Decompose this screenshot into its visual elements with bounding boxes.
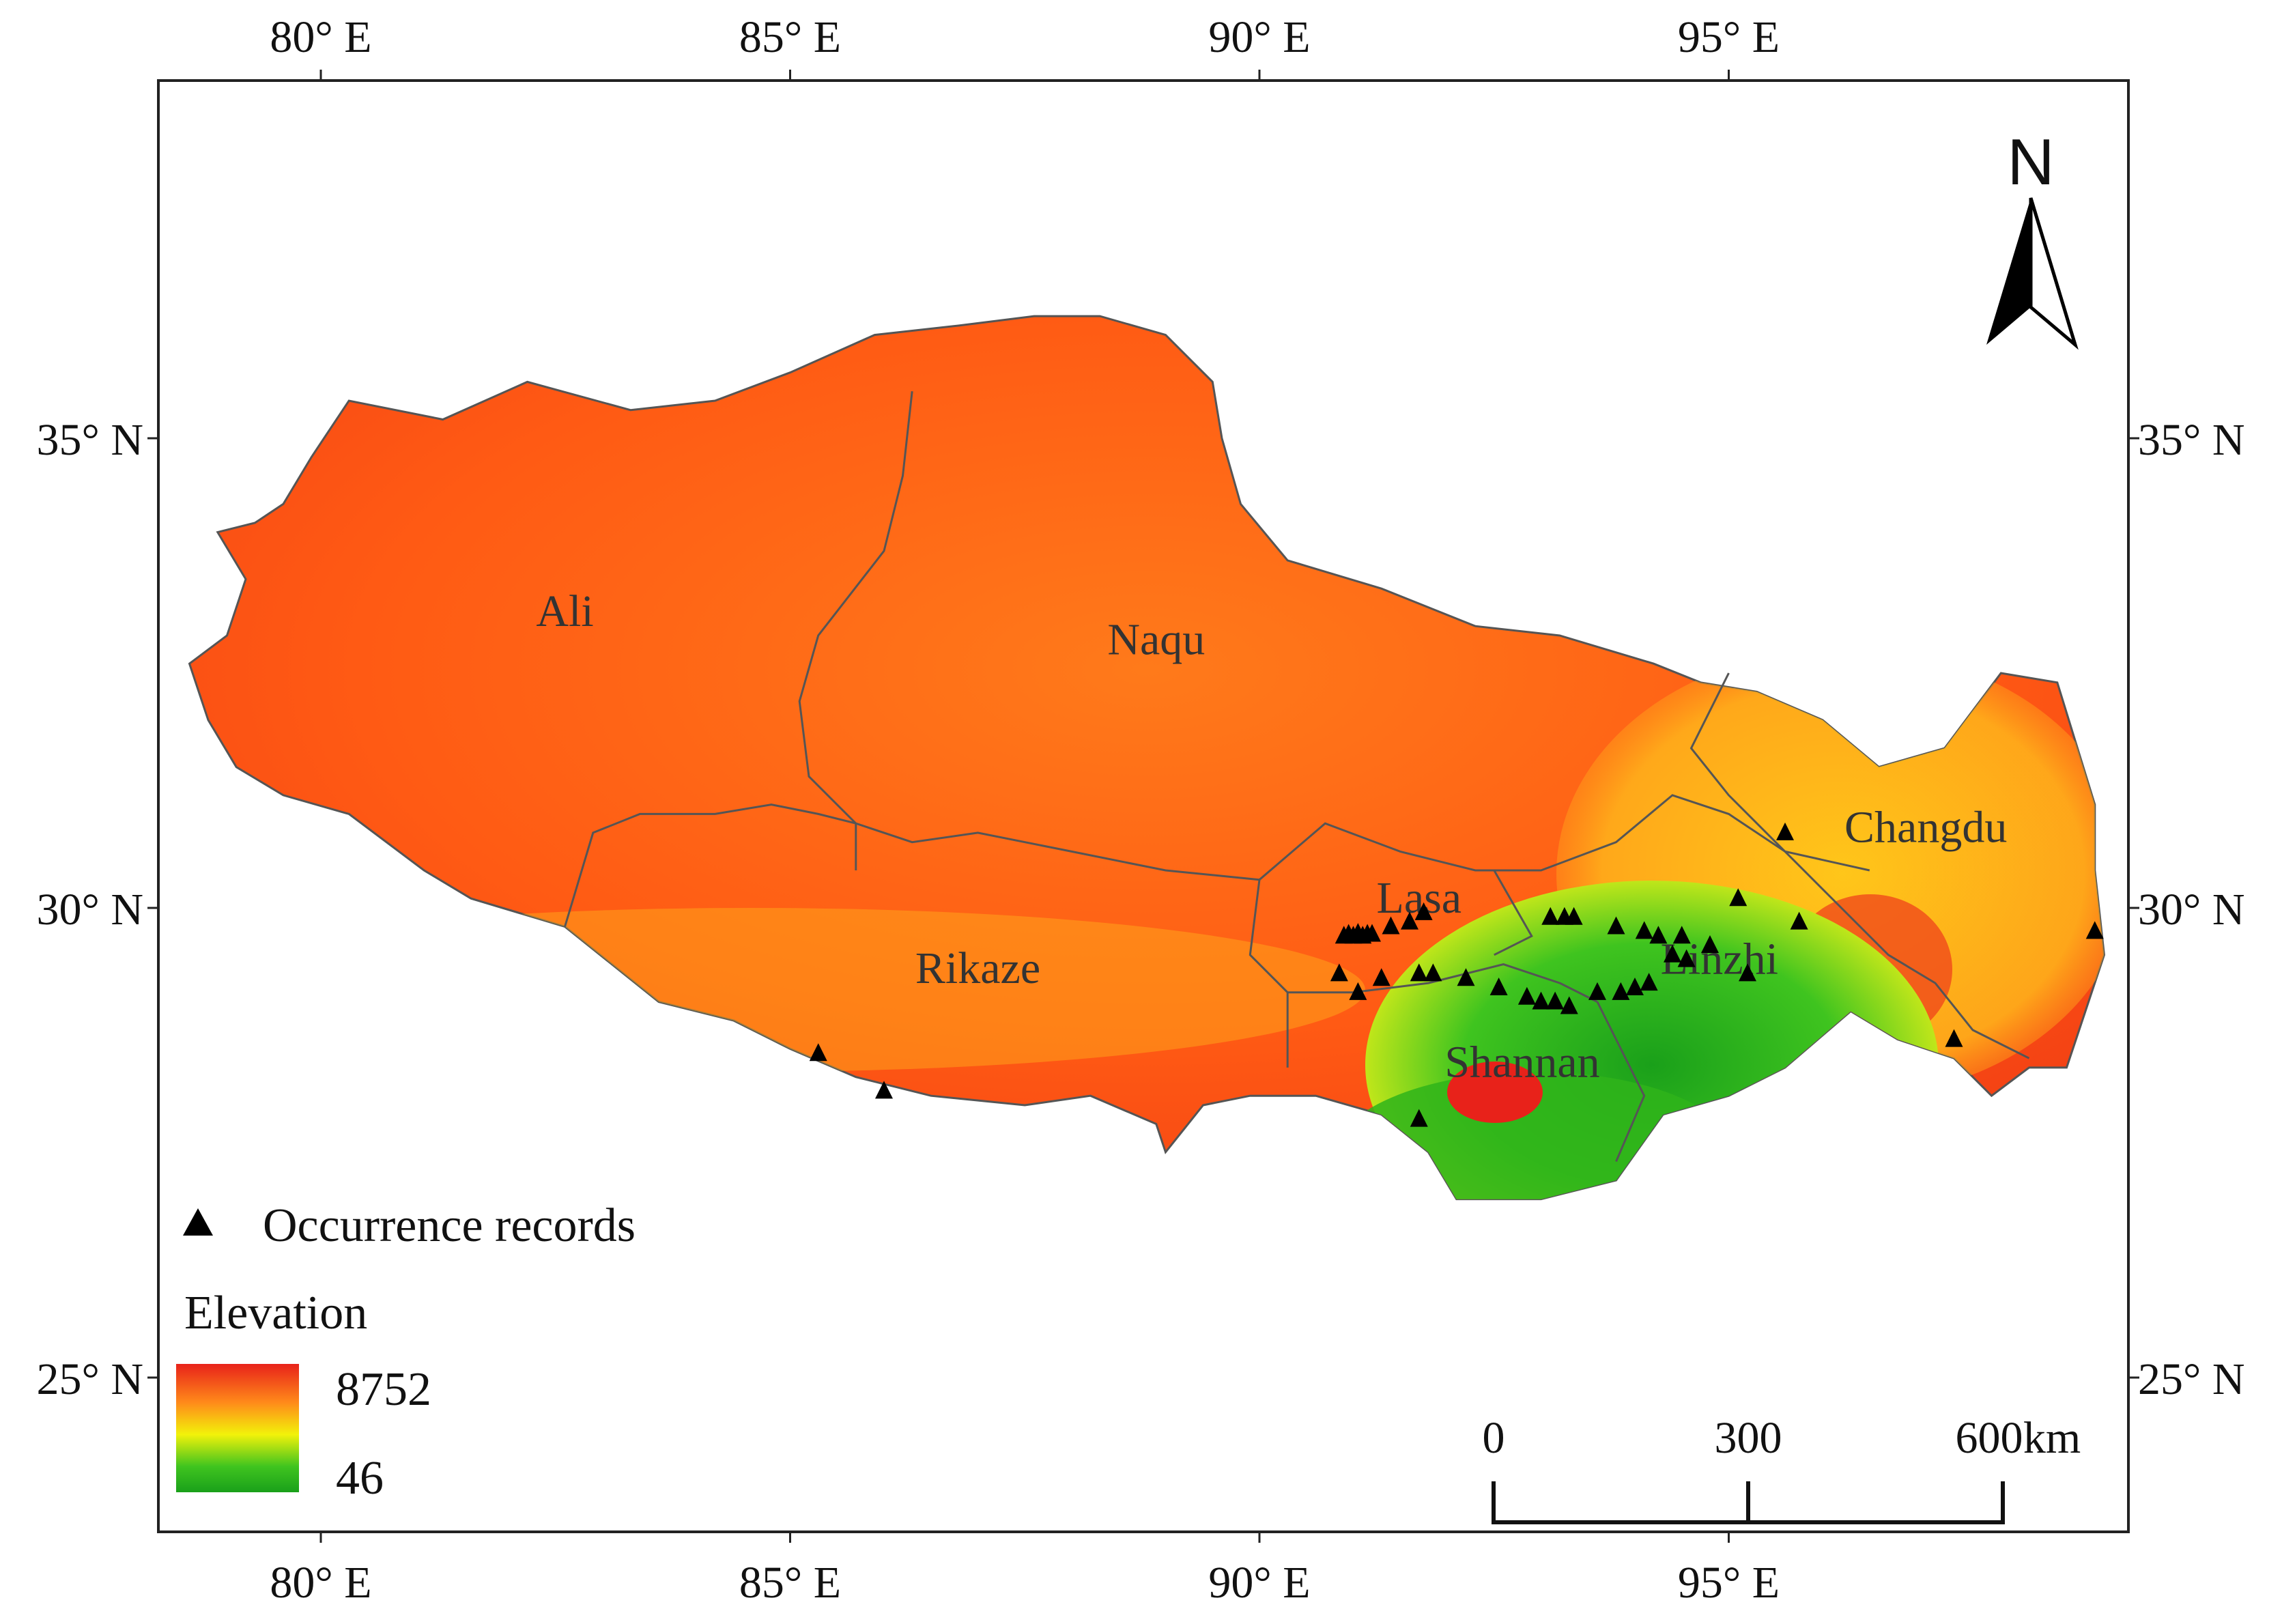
elevation-max-label: 8752 bbox=[336, 1363, 431, 1416]
occurrence-point bbox=[1649, 926, 1668, 944]
occurrence-point bbox=[1546, 991, 1565, 1010]
scale-tick-300: 300 bbox=[1715, 1413, 1782, 1463]
map-frame bbox=[157, 79, 2130, 1533]
boundary-naqu-rikaze bbox=[855, 822, 1260, 881]
occurrence-point bbox=[809, 1043, 827, 1062]
occurrence-point bbox=[1607, 916, 1625, 935]
scale-bar-line bbox=[1492, 1481, 2005, 1524]
high-peak bbox=[1447, 1062, 1543, 1123]
occurrence-point bbox=[1612, 982, 1630, 1000]
occurrence-point bbox=[1517, 986, 1536, 1005]
scale-bar: 0 300 600 km bbox=[1483, 1413, 2081, 1524]
lon-label-bottom: 85° E bbox=[739, 1558, 841, 1608]
elevation-color-ramp bbox=[176, 1364, 299, 1492]
lat-label-left: 30° N bbox=[36, 885, 143, 935]
occurrence-point bbox=[1664, 944, 1681, 963]
lon-label-bottom: 80° E bbox=[270, 1558, 371, 1608]
occurrence-legend-symbol bbox=[183, 1208, 213, 1236]
occurrence-point bbox=[875, 1081, 893, 1099]
occurrence-point bbox=[1677, 949, 1696, 967]
lat-label-right: 25° N bbox=[2138, 1354, 2245, 1404]
boundary-rikaze-lasa bbox=[1249, 879, 1289, 1068]
north-arrow: N bbox=[1986, 126, 2079, 350]
ridge-texture bbox=[189, 908, 1365, 1072]
lon-label-top: 95° E bbox=[1678, 12, 1780, 62]
occurrence-point bbox=[1330, 963, 1348, 982]
tibet-elevation-layer bbox=[188, 315, 2106, 1201]
lon-label-bottom: 95° E bbox=[1678, 1558, 1780, 1608]
lat-label-right: 35° N bbox=[2138, 415, 2245, 465]
occurrence-point bbox=[1349, 982, 1367, 1000]
lon-label-bottom: 90° E bbox=[1208, 1558, 1310, 1608]
occurrence-point bbox=[1635, 921, 1653, 939]
occurrence-points bbox=[809, 822, 2104, 1127]
scale-tick-0: 0 bbox=[1483, 1413, 1505, 1463]
region-label-naqu: Naqu bbox=[1107, 615, 1205, 665]
boundary-lasa-linzhi bbox=[1493, 870, 1533, 956]
occurrence-point bbox=[1382, 916, 1400, 935]
lon-label-top: 80° E bbox=[270, 12, 371, 62]
occurrence-point bbox=[1626, 977, 1644, 995]
occurrence-point bbox=[1401, 911, 1418, 930]
occurrence-point bbox=[1541, 907, 1560, 925]
boundary-ali-naqu bbox=[798, 391, 913, 870]
boundary-naqu-lasa bbox=[1259, 794, 1870, 881]
boundary-naqu-changdu bbox=[1689, 672, 1786, 853]
lat-label-left: 35° N bbox=[36, 415, 143, 465]
occurrence-point bbox=[1560, 996, 1578, 1014]
boundary-ali-rikaze bbox=[564, 803, 857, 927]
occurrence-point bbox=[2085, 921, 2104, 939]
scale-unit: km bbox=[2023, 1413, 2081, 1463]
lon-label-top: 90° E bbox=[1208, 12, 1310, 62]
scale-tick-600: 600 bbox=[1956, 1413, 2023, 1463]
boundary-linzhi-changdu bbox=[1784, 851, 2030, 1059]
occurrence-point bbox=[1640, 973, 1658, 991]
north-arrow-light bbox=[2029, 197, 2079, 350]
occurrence-point bbox=[1565, 907, 1583, 925]
lowland-area bbox=[1331, 1072, 1741, 1199]
boundary-shannan-linzhi bbox=[1596, 1001, 1646, 1163]
prefecture-boundaries bbox=[564, 391, 2030, 1163]
legend: Occurrence records Elevation 8752 46 bbox=[176, 1199, 636, 1505]
occurrence-point bbox=[1532, 991, 1550, 1010]
occurrence-point bbox=[1588, 982, 1606, 1000]
region-label-shannan: Shannan bbox=[1444, 1038, 1599, 1087]
region-label-rikaze: Rikaze bbox=[915, 943, 1040, 993]
lon-label-top: 85° E bbox=[739, 12, 841, 62]
occurrence-point bbox=[1424, 963, 1442, 982]
occurrence-legend-label: Occurrence records bbox=[263, 1199, 636, 1252]
elevation-min-label: 46 bbox=[336, 1452, 384, 1505]
occurrence-point bbox=[1776, 822, 1794, 840]
occurrence-point bbox=[1672, 926, 1691, 944]
north-label: N bbox=[2007, 126, 2054, 199]
occurrence-point bbox=[1790, 911, 1808, 930]
occurrence-point bbox=[1701, 935, 1719, 954]
region-label-changdu: Changdu bbox=[1844, 803, 2007, 853]
occurrence-point bbox=[1489, 977, 1508, 995]
lat-label-right: 30° N bbox=[2138, 885, 2245, 935]
north-arrow-dark bbox=[1986, 198, 2031, 345]
occurrence-point bbox=[1410, 963, 1428, 982]
occurrence-point bbox=[1363, 924, 1381, 942]
occurrence-point bbox=[1739, 963, 1756, 982]
occurrence-point bbox=[1414, 902, 1433, 920]
occurrence-point bbox=[1457, 968, 1475, 986]
region-label-ali: Ali bbox=[536, 586, 593, 636]
elevation-legend-title: Elevation bbox=[184, 1287, 367, 1339]
occurrence-point bbox=[1372, 968, 1390, 986]
occurrence-point bbox=[1945, 1029, 1963, 1047]
occurrence-point bbox=[1729, 888, 1748, 907]
lat-label-left: 25° N bbox=[36, 1354, 143, 1404]
occurrence-point bbox=[1410, 1109, 1428, 1127]
